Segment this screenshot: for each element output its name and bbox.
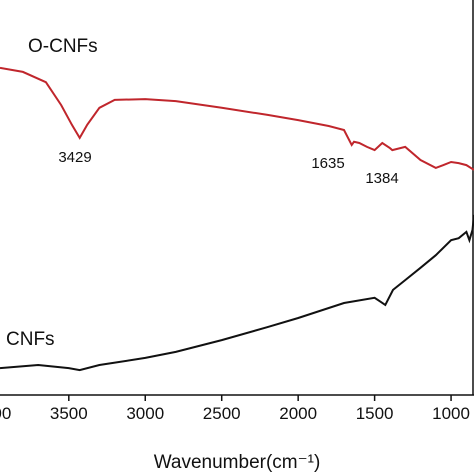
- annotation: 1635: [311, 155, 344, 172]
- line-series: [0, 66, 474, 171]
- x-tick-label: 3000: [126, 404, 164, 423]
- x-tick-label: 4000: [0, 404, 11, 423]
- line-series: [0, 214, 474, 372]
- x-tick-label: 3500: [50, 404, 88, 423]
- x-tick-label: 2000: [279, 404, 317, 423]
- x-tick-label: 2500: [203, 404, 241, 423]
- annotation: O-CNFs: [28, 36, 98, 57]
- x-tick-label: 1000: [432, 404, 470, 423]
- x-axis-label: Wavenumber(cm⁻¹): [154, 452, 321, 473]
- annotation: 1384: [365, 170, 398, 187]
- x-tick-label: 1500: [356, 404, 394, 423]
- annotation: 3429: [58, 149, 91, 166]
- annotation: CNFs: [6, 329, 55, 350]
